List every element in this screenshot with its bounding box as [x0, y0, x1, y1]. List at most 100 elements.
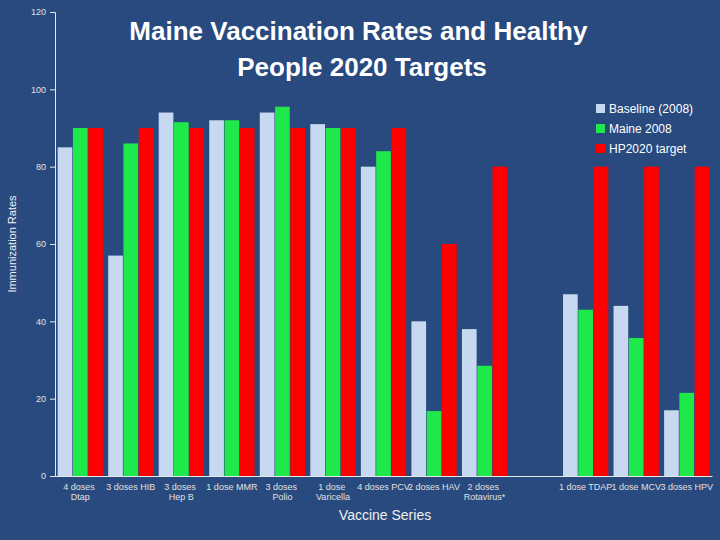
legend-item: HP2020 target [596, 142, 687, 156]
x-tick-label: 2 doses Rotavirus* [464, 482, 506, 502]
y-tick-mark [50, 89, 55, 90]
x-tick-label: 3 doses HPV [660, 482, 713, 492]
bar [174, 122, 189, 476]
y-tick-label: 0 [41, 471, 46, 481]
x-tick-label: 3 doses Hep B [164, 482, 198, 502]
x-tick-label: 1 dose Varicella [316, 482, 350, 502]
bar [73, 128, 88, 476]
y-tick-mark [50, 12, 55, 13]
x-tick-label: 2 doses HAV [408, 482, 460, 492]
bar [209, 120, 224, 476]
y-tick-label: 20 [36, 394, 46, 404]
bar [361, 167, 376, 476]
x-tick: 1 dose MMR [206, 482, 258, 492]
bar [493, 167, 508, 476]
y-tick: 20 [36, 394, 55, 404]
bar [290, 128, 305, 476]
bar [310, 124, 325, 476]
legend-item: Maine 2008 [596, 122, 672, 136]
bar [594, 167, 609, 476]
x-tick-label: 4 doses PCV [357, 482, 410, 492]
x-tick: 3 doses Hep B [164, 482, 198, 502]
x-tick-label: 1 dose MMR [206, 482, 258, 492]
bar [275, 107, 290, 476]
x-tick: 3 doses Polio [265, 482, 299, 502]
bar [614, 306, 629, 476]
bar-series [73, 107, 694, 476]
x-tick-label: 3 doses Polio [265, 482, 299, 502]
y-tick-mark [50, 476, 55, 477]
bar [679, 393, 694, 476]
x-tick: 4 doses PCV [357, 482, 410, 492]
y-tick-mark [50, 321, 55, 322]
x-tick-label: 4 doses Dtap [63, 482, 97, 502]
x-axis: 4 doses Dtap 3 doses HIB 3 doses Hep B 1 do… [56, 477, 713, 503]
y-tick-mark [50, 244, 55, 245]
x-tick-label: 3 doses HIB [106, 482, 155, 492]
x-tick: 2 doses Rotavirus* [464, 482, 506, 502]
bar [629, 338, 644, 476]
y-tick-label: 40 [36, 317, 46, 327]
bar [225, 120, 240, 476]
legend-label: Maine 2008 [609, 122, 672, 136]
bar [159, 113, 174, 476]
x-tick: 1 dose MCV [611, 482, 661, 492]
y-axis-line [50, 13, 56, 477]
legend-label: HP2020 target [609, 142, 687, 156]
chart: 0 20 40 60 80 100 120 4 doses Dtap 3 doses HIB 3 … [0, 0, 720, 540]
y-tick-label: 100 [31, 85, 46, 95]
bar [477, 366, 492, 476]
legend-swatch [596, 144, 605, 153]
x-tick-label: 1 dose TDAP [559, 482, 612, 492]
bar [442, 244, 457, 476]
legend-label: Baseline (2008) [609, 102, 693, 116]
bar [123, 143, 138, 476]
bar [391, 128, 406, 476]
bar [88, 128, 103, 476]
y-tick-label: 120 [31, 7, 46, 17]
x-tick: 3 doses HIB [106, 482, 155, 492]
bar [695, 167, 710, 476]
legend: Baseline (2008) Maine 2008 HP2020 target [596, 102, 693, 156]
bar-series [88, 128, 709, 476]
bar [58, 147, 73, 476]
bar [139, 128, 154, 476]
bar [664, 410, 679, 476]
y-tick-label: 60 [36, 239, 46, 249]
y-tick: 40 [36, 317, 55, 327]
bars [58, 107, 710, 476]
bar [376, 151, 391, 476]
bar [240, 128, 255, 476]
title: Maine Vaccination Rates and Healthy Peop… [129, 16, 594, 82]
bar [341, 128, 356, 476]
bar [108, 256, 123, 476]
x-tick: 2 doses HAV [408, 482, 460, 492]
y-tick-mark [50, 399, 55, 400]
y-tick: 100 [31, 85, 55, 95]
y-axis: 0 20 40 60 80 100 120 [31, 7, 56, 481]
x-tick: 1 dose Varicella [316, 482, 350, 502]
y-tick-mark [50, 167, 55, 168]
bar-series [58, 113, 679, 476]
bar [427, 411, 442, 476]
y-axis-title: Immunization Rates [6, 195, 18, 293]
bar [326, 128, 341, 476]
y-tick: 0 [41, 471, 55, 481]
x-axis-line [56, 476, 713, 477]
y-tick: 120 [31, 7, 55, 17]
x-tick: 3 doses HPV [660, 482, 713, 492]
x-axis-title: Vaccine Series [339, 507, 431, 523]
background [0, 0, 720, 540]
legend-swatch [596, 104, 605, 113]
x-tick: 1 dose TDAP [559, 482, 612, 492]
bar [563, 294, 578, 476]
legend-swatch [596, 124, 605, 133]
x-tick-label: 1 dose MCV [611, 482, 661, 492]
y-tick: 80 [36, 162, 55, 172]
legend-item: Baseline (2008) [596, 102, 693, 116]
bar [411, 321, 426, 476]
x-tick: 4 doses Dtap [63, 482, 97, 502]
bar [644, 167, 659, 476]
bar [462, 329, 477, 476]
bar [260, 113, 275, 476]
